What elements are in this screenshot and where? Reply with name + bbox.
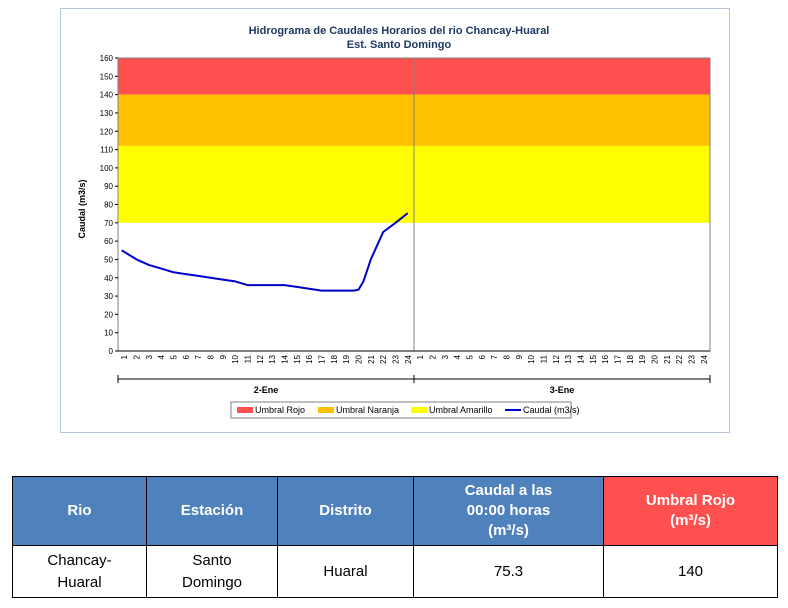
x-tick-label: 17: [318, 354, 327, 363]
x-tick-label: 14: [577, 354, 586, 363]
x-tick-label: 2: [133, 354, 142, 359]
header-rio: Rio: [12, 476, 147, 546]
legend-swatch: [318, 407, 334, 413]
x-tick-label: 9: [515, 354, 524, 359]
x-tick-label: 6: [182, 354, 191, 359]
x-tick-label: 22: [379, 354, 388, 363]
x-tick-label: 8: [503, 354, 512, 359]
y-tick-label: 60: [104, 237, 113, 246]
chart-subtitle: Est. Santo Domingo: [347, 39, 452, 51]
x-tick-label: 8: [207, 354, 216, 359]
x-tick-label: 14: [281, 354, 290, 363]
y-tick-label: 130: [100, 109, 114, 118]
legend-label: Umbral Naranja: [336, 405, 399, 415]
x-tick-label: 21: [663, 354, 672, 363]
y-tick-label: 120: [100, 127, 114, 136]
x-tick-label: 18: [330, 354, 339, 363]
x-tick-label: 4: [157, 354, 166, 359]
legend-swatch: [237, 407, 253, 413]
legend-label: Umbral Amarillo: [429, 405, 493, 415]
chart-title: Hidrograma de Caudales Horarios del rio …: [249, 25, 550, 37]
header-distrito: Distrito: [277, 476, 414, 546]
table-row: Chancay- Huaral Santo Domingo Huaral 75.…: [12, 545, 778, 598]
x-tick-label: 10: [527, 354, 536, 363]
header-umbral-rojo: Umbral Rojo (m³/s): [603, 476, 778, 546]
cell-estacion: Santo Domingo: [146, 545, 278, 598]
y-tick-label: 70: [104, 219, 113, 228]
y-tick-label: 50: [104, 255, 113, 264]
x-tick-label: 5: [170, 354, 179, 359]
y-axis-label: Caudal (m3/s): [77, 179, 87, 238]
x-tick-label: 23: [688, 354, 697, 363]
legend-box: [230, 401, 572, 419]
x-tick-label: 22: [675, 354, 684, 363]
x-tick-label: 13: [268, 354, 277, 363]
header-caudal: Caudal a las 00:00 horas (m³/s): [413, 476, 604, 546]
x-tick-label: 2: [429, 354, 438, 359]
x-tick-label: 10: [231, 354, 240, 363]
x-tick-label: 15: [293, 354, 302, 363]
x-tick-label: 16: [305, 354, 314, 363]
x-tick-label: 19: [638, 354, 647, 363]
x-tick-label: 1: [416, 354, 425, 359]
y-tick-label: 80: [104, 201, 113, 210]
y-tick-label: 140: [100, 91, 114, 100]
cell-caudal: 75.3: [413, 545, 604, 598]
y-tick-label: 0: [109, 347, 114, 356]
y-tick-label: 30: [104, 292, 113, 301]
x-tick-label: 1: [120, 354, 129, 359]
x-tick-label: 6: [478, 354, 487, 359]
x-tick-label: 13: [564, 354, 573, 363]
x-tick-label: 17: [614, 354, 623, 363]
y-tick-label: 90: [104, 182, 113, 191]
cell-umbral-rojo: 140: [603, 545, 778, 598]
y-tick-label: 20: [104, 310, 113, 319]
x-tick-label: 9: [219, 354, 228, 359]
cell-distrito: Huaral: [277, 545, 414, 598]
y-tick-label: 40: [104, 274, 113, 283]
y-tick-label: 150: [100, 72, 114, 81]
series-line-caudal: [121, 212, 409, 292]
hydrograph-chart: Hidrograma de Caudales Horarios del rio …: [77, 25, 711, 419]
chart-legend: Umbral Rojo Umbral Naranja Umbral Amarillo…: [230, 401, 580, 419]
x-tick-label: 23: [392, 354, 401, 363]
day-label: 3-Ene: [550, 385, 575, 395]
y-tick-label: 100: [100, 164, 114, 173]
x-tick-label: 4: [453, 354, 462, 359]
x-tick-label: 20: [355, 354, 364, 363]
x-tick-label: 3: [441, 354, 450, 359]
legend-label: Caudal (m3/s): [523, 405, 580, 415]
x-tick-label: 3: [145, 354, 154, 359]
legend-swatch: [411, 407, 427, 413]
x-tick-label: 19: [342, 354, 351, 363]
x-tick-label: 5: [466, 354, 475, 359]
station-info-table: Rio Estación Distrito Caudal a las 00:00…: [12, 476, 778, 598]
x-axis: 1 2 3 4 5 6 7 8 9 10 11 12 13 14 15 16 17 18 19 20 21 22 23 242…: [117, 350, 711, 395]
cell-rio: Chancay- Huaral: [12, 545, 147, 598]
y-tick-label: 10: [104, 329, 113, 338]
x-tick-label: 18: [626, 354, 635, 363]
y-tick-label: 110: [100, 146, 113, 155]
x-tick-label: 11: [540, 354, 549, 363]
series-layer: [121, 212, 409, 292]
legend-label: Umbral Rojo: [255, 405, 305, 415]
x-tick-label: 24: [404, 354, 413, 363]
x-tick-label: 15: [589, 354, 598, 363]
x-tick-label: 7: [194, 354, 203, 359]
x-tick-label: 7: [490, 354, 499, 359]
x-tick-label: 24: [700, 354, 709, 363]
x-tick-label: 12: [552, 354, 561, 363]
table-header-row: Rio Estación Distrito Caudal a las 00:00…: [12, 476, 778, 546]
chart-panel: Hidrograma de Caudales Horarios del rio …: [60, 8, 730, 433]
header-estacion: Estación: [146, 476, 278, 546]
day-label: 2-Ene: [254, 385, 279, 395]
y-axis: 0 10 20 30 40 50 60 70 80 90 100 110 120 130 140 150 160: [100, 54, 118, 356]
y-tick-label: 160: [100, 54, 114, 63]
x-tick-label: 21: [367, 354, 376, 363]
x-tick-label: 16: [601, 354, 610, 363]
x-tick-label: 11: [244, 354, 253, 363]
x-tick-label: 12: [256, 354, 265, 363]
x-tick-label: 20: [651, 354, 660, 363]
